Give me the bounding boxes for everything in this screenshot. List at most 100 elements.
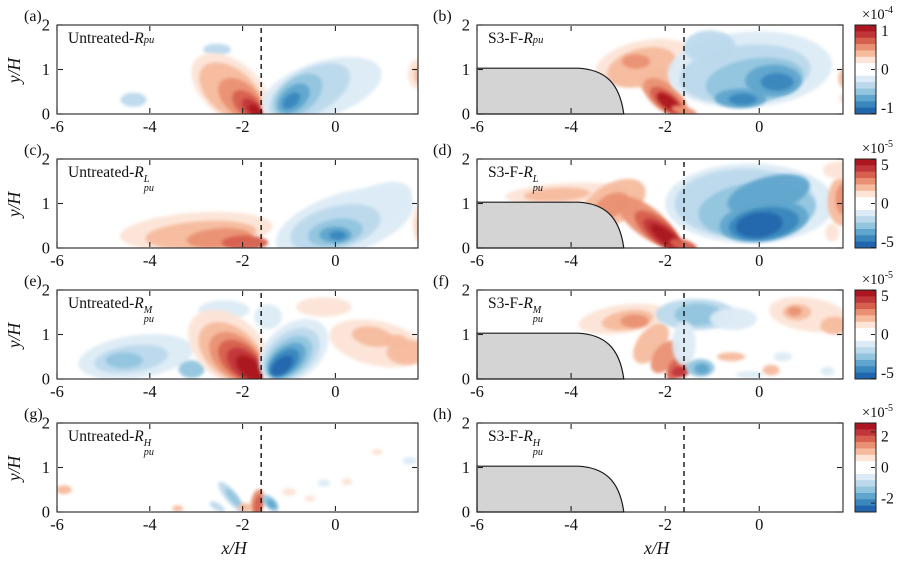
colorbar-3: 5 0 -5 <box>854 288 894 382</box>
y-tick-label: 2 <box>42 16 50 35</box>
body-contour <box>476 332 625 380</box>
colorbar-band <box>855 492 876 500</box>
x-tick-label: 0 <box>331 515 339 534</box>
x-tick-label: -6 <box>470 117 484 136</box>
contour-blob <box>760 73 794 91</box>
x-tick-label: 0 <box>331 382 339 401</box>
y-tick-label: 1 <box>42 325 50 344</box>
x-tick-label: -4 <box>564 117 578 136</box>
colorbar-1: 1 0 -1 <box>854 23 894 117</box>
y-tick-label: 0 <box>462 370 470 389</box>
colorbar-tick-label: 2 <box>881 429 889 446</box>
y-tick-label: 2 <box>462 414 470 433</box>
contour-blob <box>254 304 283 330</box>
contour-blob <box>694 363 710 375</box>
contour-blob <box>822 161 843 180</box>
contour-blob <box>838 69 843 88</box>
body-contour <box>476 201 625 249</box>
x-tick-label: -2 <box>236 515 250 534</box>
colorbar-band <box>855 435 876 443</box>
colorbar-band <box>855 309 876 316</box>
colorbar-tick-label: 0 <box>881 460 889 477</box>
y-tick-label: 2 <box>42 150 50 169</box>
colorbar-frame <box>854 289 877 380</box>
tick-marks <box>56 289 417 380</box>
contour-blob <box>203 43 232 56</box>
contour-blob <box>317 479 331 487</box>
x-tick-label: 0 <box>331 251 339 270</box>
colorbar-band <box>855 486 876 494</box>
x-tick-label: -2 <box>236 382 250 401</box>
tick-marks <box>56 158 417 249</box>
y-tick-label: 1 <box>462 458 470 477</box>
colorbar-band <box>855 25 876 32</box>
colorbar-tick-label: 0 <box>881 62 889 79</box>
contour-blob <box>266 499 276 509</box>
x-tick-label: -6 <box>50 382 64 401</box>
contour-blob <box>621 54 651 69</box>
x-tick-label: -2 <box>236 117 250 136</box>
y-tick-label: 0 <box>42 370 50 389</box>
tick-marks <box>476 289 842 380</box>
contour-blob <box>773 352 793 362</box>
colorbar-band <box>855 315 876 323</box>
colorbar-4: 2 0 -2 <box>854 422 894 513</box>
axes-frame <box>56 24 419 115</box>
panel-plot-b: -6 -4 -2 0 0 1 2 <box>462 16 844 136</box>
colorbar-band <box>855 107 876 115</box>
tick-marks <box>476 24 842 115</box>
y-tick-label: 1 <box>42 60 50 79</box>
colorbar-band <box>855 178 876 185</box>
colorbar-band <box>855 290 876 297</box>
colorbar-2: 5 0 -5 <box>854 157 894 251</box>
y-tick-label: 1 <box>462 60 470 79</box>
contour-blobs <box>120 43 418 114</box>
tick-marks <box>56 24 417 115</box>
contour-blob <box>221 235 269 248</box>
x-tick-label: -6 <box>470 515 484 534</box>
colorbar-tick-label: -5 <box>881 234 894 251</box>
colorbar-band <box>855 473 876 481</box>
colorbar-tick-label: 1 <box>881 23 889 40</box>
panel-letter: (c) <box>24 142 42 159</box>
colorbar-exponent: ×10-5 <box>862 139 894 157</box>
contour-blob <box>341 478 353 486</box>
colorbar-band <box>855 69 876 77</box>
colorbar-band <box>855 334 876 342</box>
colorbar-band <box>855 505 876 513</box>
panel-plot-f: -6 -4 -2 0 0 1 2 <box>462 281 844 401</box>
contour-blob <box>282 487 296 496</box>
colorbar-frame <box>854 158 877 249</box>
contour-blob <box>57 485 72 495</box>
x-axis-label: x/H <box>644 538 670 558</box>
colorbar-band <box>855 429 876 437</box>
colorbar-band <box>855 56 876 64</box>
tick-marks <box>476 158 842 249</box>
contour-blob <box>672 321 696 366</box>
colorbar-band <box>855 82 876 90</box>
colorbar-band <box>855 353 876 361</box>
panel-letter: (g) <box>24 406 43 423</box>
x-tick-label: -2 <box>236 251 250 270</box>
contour-blob <box>120 92 147 107</box>
contour-blob <box>669 238 697 248</box>
panel-letter: (d) <box>433 142 452 159</box>
x-tick-label: -6 <box>470 251 484 270</box>
y-tick-label: 0 <box>462 503 470 522</box>
contour-blob <box>671 366 689 378</box>
colorbar-band <box>855 203 876 211</box>
y-tick-label: 0 <box>462 105 470 124</box>
colorbar-band <box>855 366 876 374</box>
axes-frame <box>56 289 419 380</box>
colorbar-band <box>855 190 876 198</box>
colorbar-band <box>855 454 876 462</box>
panel-plot-a: -6 -4 -2 0 0 1 2 <box>42 16 419 136</box>
colorbar-band <box>855 467 876 475</box>
panel-plot-g: -6 -4 -2 0 0 1 2 <box>42 414 419 534</box>
colorbar-band <box>855 171 876 179</box>
contour-blob <box>820 316 843 335</box>
colorbar-band <box>855 88 876 96</box>
contour-blobs <box>505 161 843 248</box>
